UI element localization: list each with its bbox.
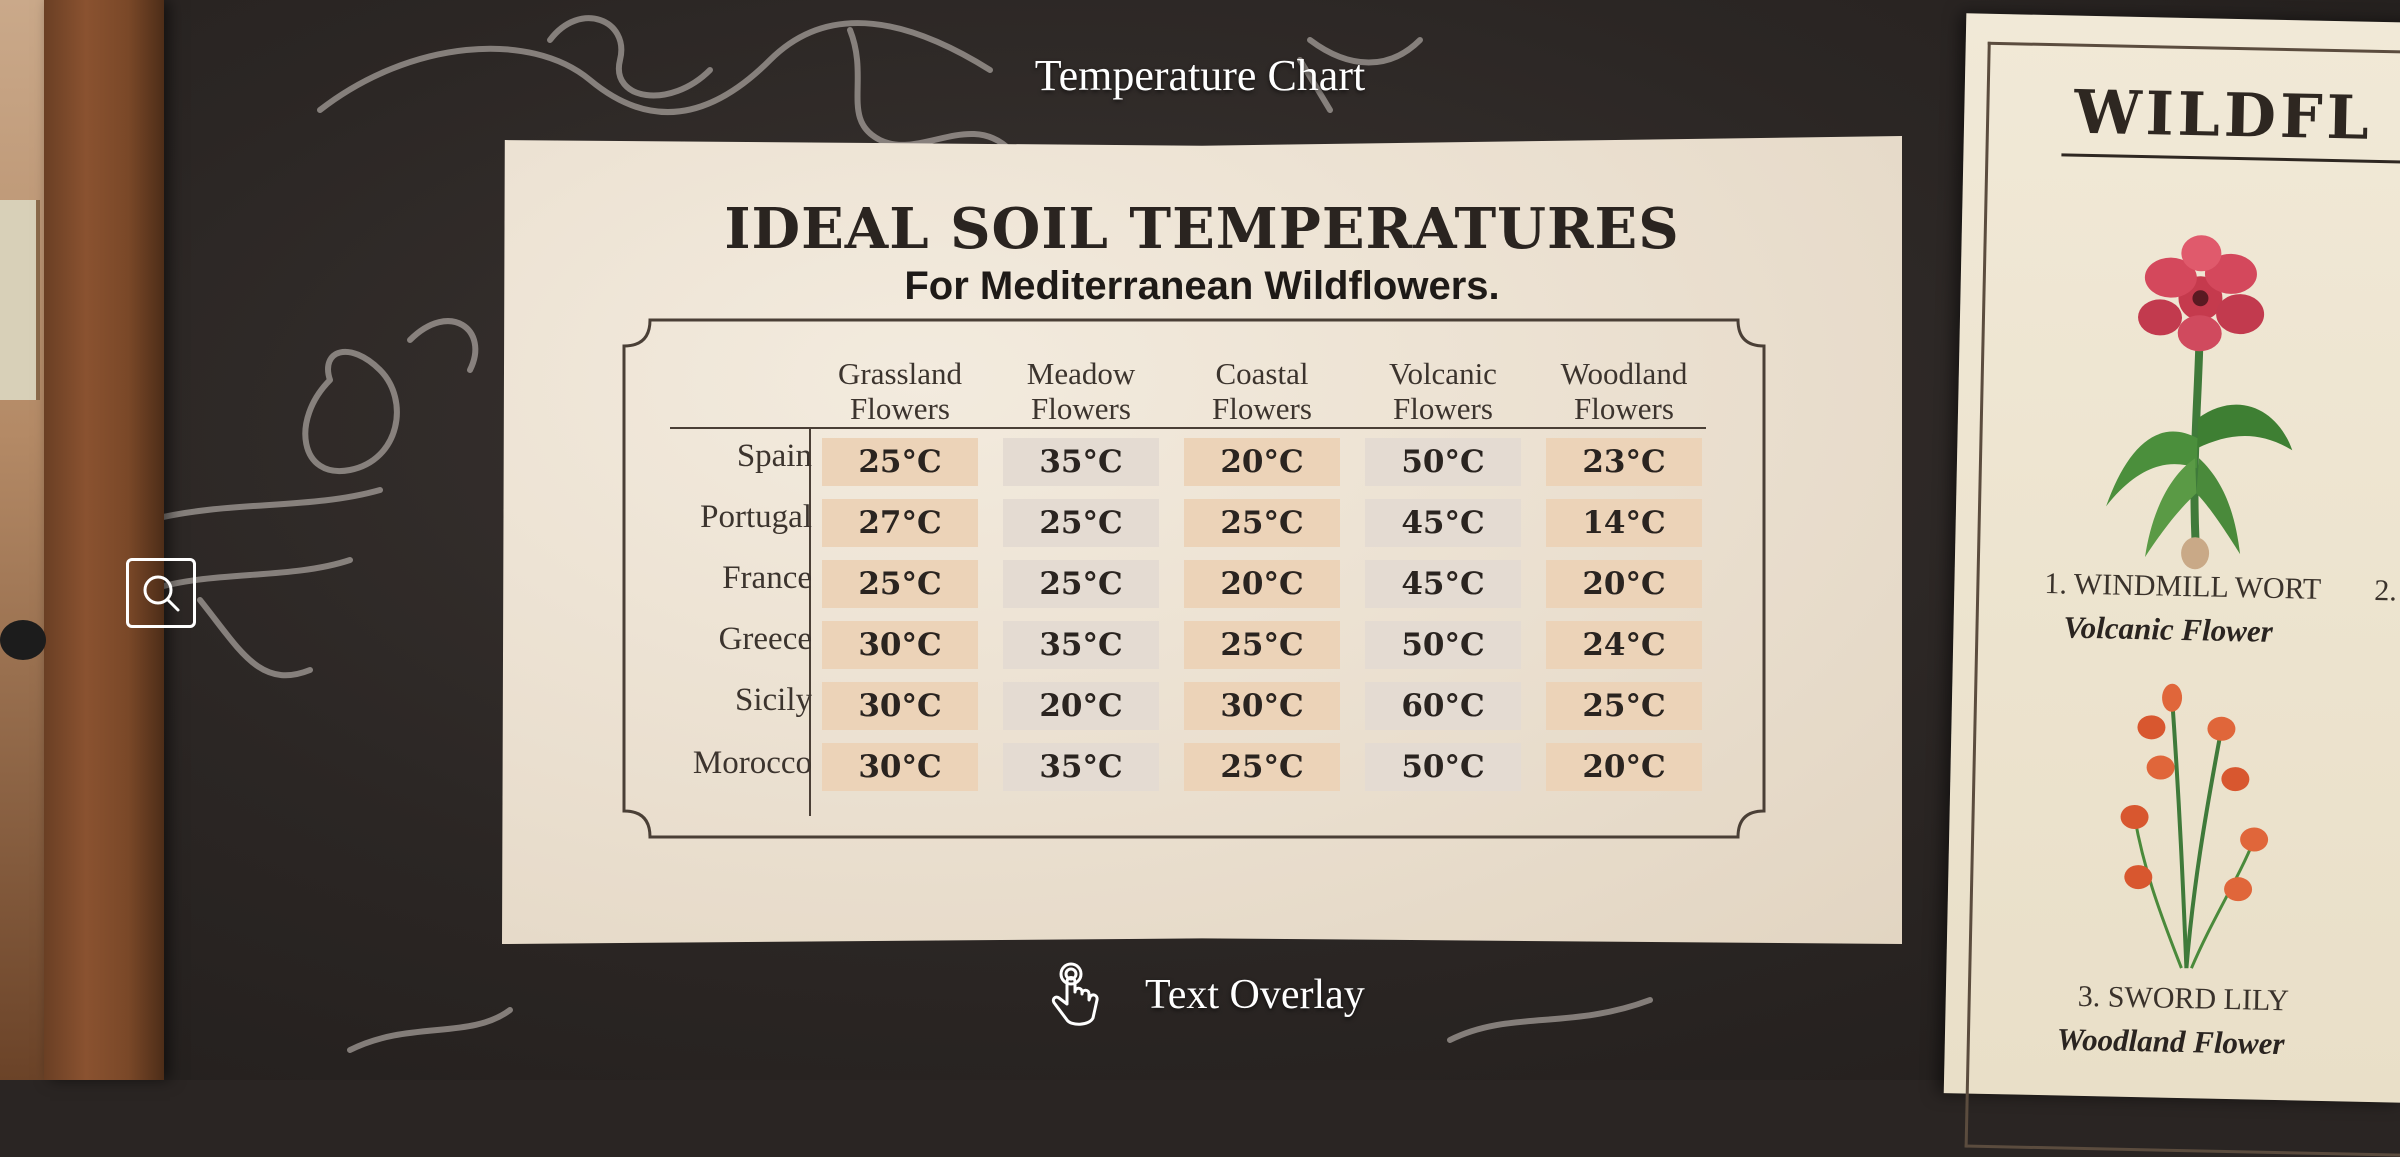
table-cell: 30°C (822, 621, 978, 669)
chart-subtitle: For Mediterranean Wildflowers. (904, 264, 1500, 308)
door-frame (44, 0, 164, 1080)
col-header-line: Flowers (1031, 391, 1131, 426)
table-cell: 20°C (1003, 682, 1159, 730)
table-cell: 25°C (1546, 682, 1702, 730)
table-cell: 60°C (1365, 682, 1521, 730)
flower-name: 1. WINDMILL WORT (2044, 567, 2322, 606)
temperature-table: Grassland Flowers Meadow Flowers Coastal… (620, 316, 1768, 841)
row-label-spain: Spain (736, 438, 812, 474)
col-header-line: Flowers (850, 391, 950, 426)
col-header-line: Flowers (1212, 391, 1312, 426)
table-cell: 30°C (1184, 682, 1340, 730)
row-label-sicily: Sicily (734, 682, 812, 718)
text-overlay-label: Text Overlay (1145, 972, 1365, 1018)
table-cell: 30°C (822, 682, 978, 730)
col-header-grassland: Grassland Flowers (815, 356, 985, 426)
table-cell: 24°C (1546, 621, 1702, 669)
table-cell: 45°C (1365, 499, 1521, 547)
col-header-line: Grassland (838, 356, 962, 391)
table-cell: 35°C (1003, 438, 1159, 486)
table-cell: 20°C (1546, 743, 1702, 791)
col-header-line: Meadow (1026, 356, 1136, 391)
chart-title: IDEAL SOIL TEMPERATURES (724, 196, 1680, 262)
table-cell: 25°C (822, 560, 978, 608)
magnifier-icon (143, 575, 180, 612)
windmill-wort-illustration (2106, 235, 2293, 570)
table-cell: 25°C (1184, 743, 1340, 791)
flower-name: 3. SWORD LILY (2077, 979, 2290, 1018)
flower-name-partial: 2. (2374, 573, 2398, 608)
col-header-line: Woodland (1560, 356, 1688, 391)
col-header-line: Flowers (1393, 391, 1493, 426)
table-cell: 25°C (1184, 621, 1340, 669)
table-cell: 14°C (1546, 499, 1702, 547)
sword-lily-illustration (2120, 683, 2269, 969)
row-label-greece: Greece (718, 621, 812, 657)
table-border (622, 318, 1766, 839)
row-label-portugal: Portugal (700, 499, 812, 535)
temperature-chart-paper: IDEAL SOIL TEMPERATURES For Mediterranea… (502, 136, 1902, 944)
table-cell: 20°C (1546, 560, 1702, 608)
table-cell: 35°C (1003, 743, 1159, 791)
col-header-meadow: Meadow Flowers (996, 356, 1166, 426)
flower-type: Volcanic Flower (2063, 609, 2274, 649)
table-cell: 35°C (1003, 621, 1159, 669)
tap-hand-icon (1051, 962, 1099, 1026)
flower-type: Woodland Flower (2056, 1021, 2285, 1062)
poster-title: WILDFL (2073, 77, 2374, 154)
col-header-coastal: Coastal Flowers (1177, 356, 1347, 426)
table-cell: 25°C (1184, 499, 1340, 547)
col-header-line: Flowers (1574, 391, 1674, 426)
table-cell: 25°C (1003, 560, 1159, 608)
col-header-woodland: Woodland Flowers (1539, 356, 1709, 426)
zoom-inspect-button[interactable] (126, 558, 196, 628)
table-cell: 23°C (1546, 438, 1702, 486)
text-overlay-hint[interactable]: Text Overlay (1045, 960, 1365, 1030)
table-cell: 25°C (1003, 499, 1159, 547)
row-label-morocco: Morocco (692, 745, 812, 781)
col-header-volcanic: Volcanic Flowers (1358, 356, 1528, 426)
table-cell: 20°C (1184, 560, 1340, 608)
table-cell: 50°C (1365, 743, 1521, 791)
col-header-line: Volcanic (1389, 356, 1497, 391)
table-cell: 25°C (822, 438, 978, 486)
window-glimpse (0, 200, 40, 400)
row-label-france: France (722, 560, 812, 596)
col-header-line: Coastal (1215, 356, 1309, 391)
table-cell: 45°C (1365, 560, 1521, 608)
table-cell: 50°C (1365, 438, 1521, 486)
screen-title: Temperature Chart (1034, 51, 1366, 100)
table-cell: 30°C (822, 743, 978, 791)
wildflower-poster[interactable]: WILDFL 1. WINDMILL WORT 2. Volcanic Flow… (1943, 13, 2400, 1157)
table-cell: 20°C (1184, 438, 1340, 486)
table-cell: 27°C (822, 499, 978, 547)
table-cell: 50°C (1365, 621, 1521, 669)
door-knob (0, 620, 46, 660)
wall-edge (0, 0, 46, 1080)
